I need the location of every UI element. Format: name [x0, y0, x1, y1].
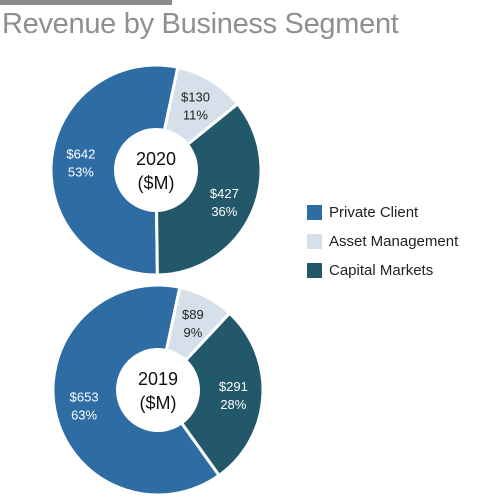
slice-percent-label-2020-private-client: 53% [68, 165, 94, 180]
slice-2020-capital-markets [154, 101, 263, 277]
center-label-year-2020: 2020 [136, 149, 176, 169]
slice-value-label-2020-capital-markets: $427 [210, 186, 239, 201]
center-label-year-2019: 2019 [138, 369, 178, 389]
slice-percent-label-2019-capital-markets: 28% [220, 397, 246, 412]
legend-item-capital-markets: Capital Markets [307, 256, 458, 285]
legend-swatch-asset-management [307, 234, 322, 249]
legend-swatch-private-client [307, 205, 322, 220]
legend-item-private-client: Private Client [307, 198, 458, 227]
slice-value-label-2019-capital-markets: $291 [219, 379, 248, 394]
chart-title: Revenue by Business Segment [2, 8, 399, 40]
slice-value-label-2019-private-client: $653 [70, 389, 99, 404]
slice-percent-label-2019-private-client: 63% [71, 407, 97, 422]
slice-value-label-2020-private-client: $642 [66, 147, 95, 162]
legend-item-asset-management: Asset Management [307, 227, 458, 256]
legend: Private Client Asset Management Capital … [307, 198, 458, 285]
slice-percent-label-2020-asset-management: 11% [183, 108, 208, 123]
center-label-unit-2020: ($M) [138, 173, 175, 193]
legend-label-private-client: Private Client [329, 204, 419, 221]
slice-value-label-2020-asset-management: $130 [181, 90, 210, 105]
legend-swatch-capital-markets [307, 263, 322, 278]
legend-label-capital-markets: Capital Markets [329, 262, 434, 279]
donut-hole-2020 [114, 128, 198, 212]
center-label-unit-2019: ($M) [140, 393, 177, 413]
donut-hole-2019 [116, 348, 200, 432]
slice-2019-capital-markets [156, 311, 265, 478]
title-rule [0, 0, 172, 5]
slice-value-label-2019-asset-management: $89 [182, 307, 204, 322]
slice-percent-label-2019-asset-management: 9% [183, 325, 202, 340]
legend-label-asset-management: Asset Management [329, 233, 459, 250]
slice-percent-label-2020-capital-markets: 36% [211, 204, 237, 219]
